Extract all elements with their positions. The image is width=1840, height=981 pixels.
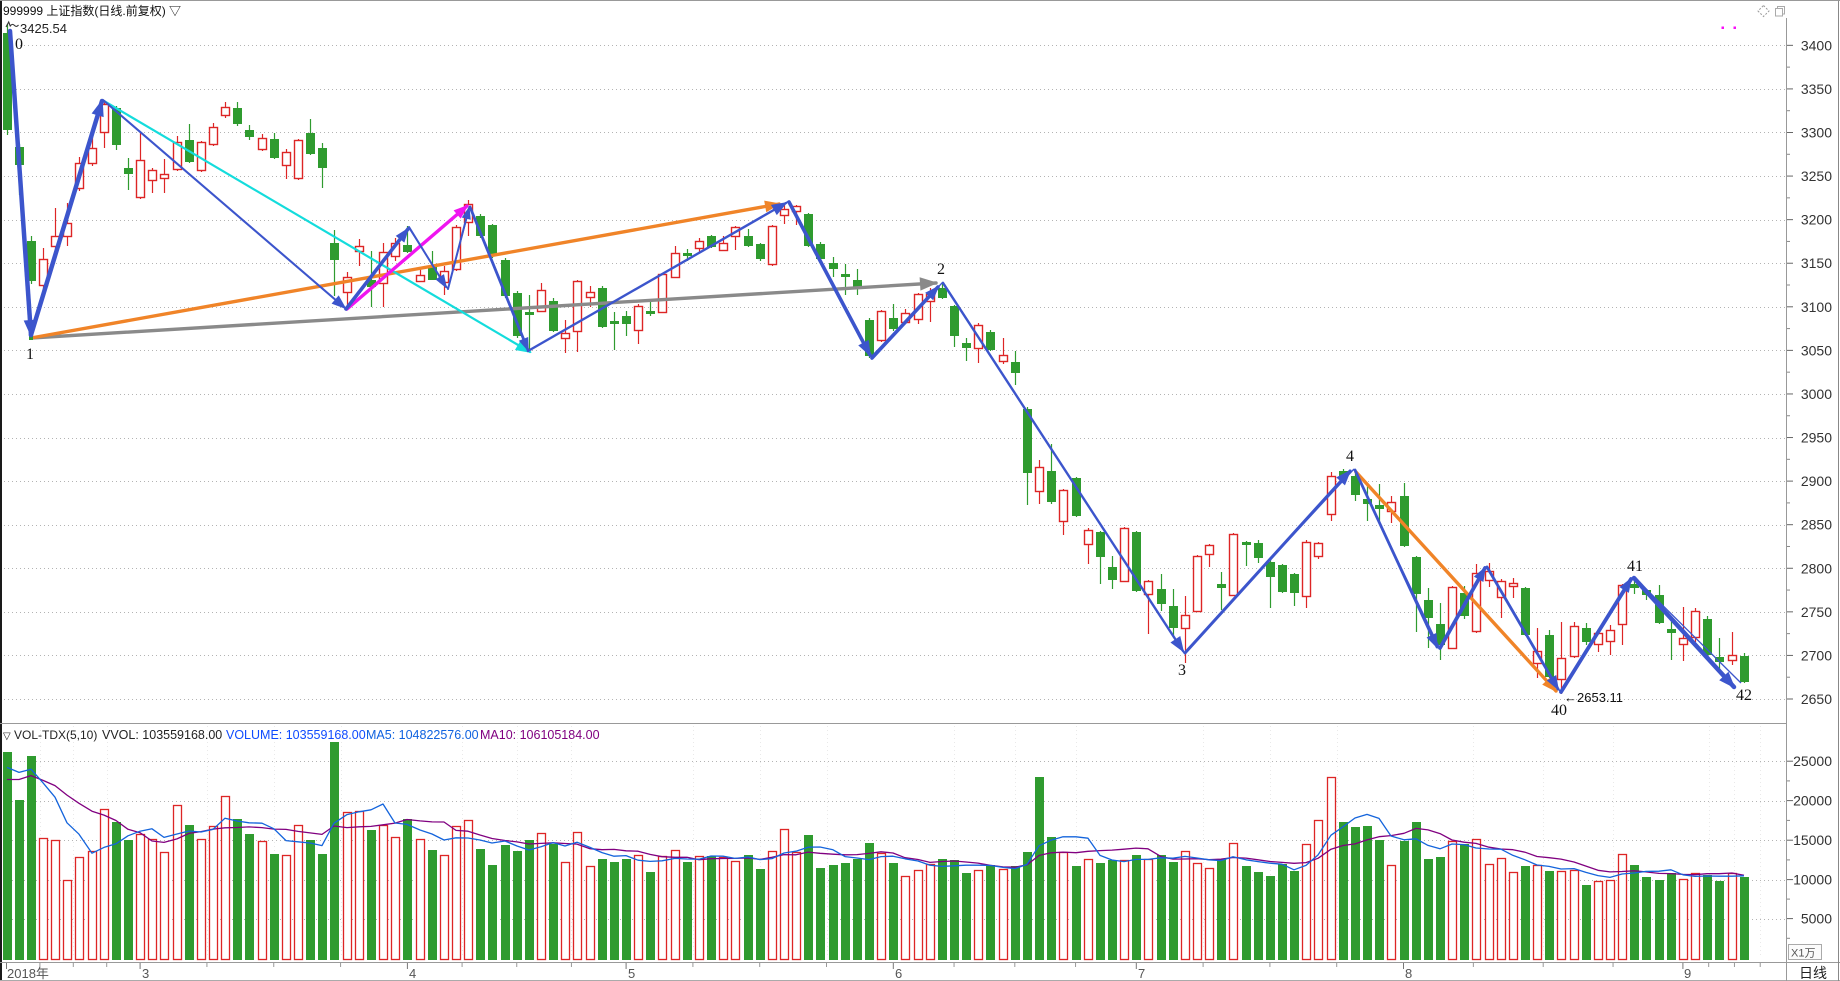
svg-text:2750: 2750	[1801, 604, 1832, 620]
svg-text:41: 41	[1627, 558, 1643, 575]
svg-text:VOLUME: 103559168.00: VOLUME: 103559168.00	[226, 728, 366, 742]
svg-text:3300: 3300	[1801, 124, 1832, 140]
svg-text:2950: 2950	[1801, 430, 1832, 446]
svg-text:3000: 3000	[1801, 386, 1832, 402]
svg-text:日线: 日线	[1799, 965, 1827, 981]
svg-text:0: 0	[15, 36, 23, 53]
svg-text:VVOL: 103559168.00: VVOL: 103559168.00	[102, 728, 222, 742]
svg-text:2650: 2650	[1801, 691, 1832, 707]
svg-text:2018年: 2018年	[7, 966, 49, 981]
svg-text:20000: 20000	[1793, 793, 1832, 809]
svg-text:1: 1	[26, 346, 34, 363]
svg-text:3: 3	[1178, 662, 1186, 679]
svg-text:←2653.11: ←2653.11	[1564, 690, 1623, 705]
svg-text:3150: 3150	[1801, 255, 1832, 271]
svg-text:2850: 2850	[1801, 517, 1832, 533]
svg-text:2700: 2700	[1801, 647, 1832, 663]
svg-text:4: 4	[1346, 448, 1354, 465]
svg-text:3100: 3100	[1801, 299, 1832, 315]
svg-text:▽: ▽	[3, 731, 11, 742]
svg-text:42: 42	[1736, 687, 1752, 704]
svg-text:3: 3	[142, 966, 149, 981]
svg-text:15000: 15000	[1793, 832, 1832, 848]
svg-text:3400: 3400	[1801, 37, 1832, 53]
svg-text:2900: 2900	[1801, 473, 1832, 489]
svg-text:5: 5	[628, 966, 635, 981]
svg-text:6: 6	[895, 966, 902, 981]
svg-text:999999 上证指数(日线.前复权) ▽: 999999 上证指数(日线.前复权) ▽	[3, 3, 181, 18]
svg-text:8: 8	[1405, 966, 1412, 981]
svg-text:3050: 3050	[1801, 342, 1832, 358]
svg-text:MA5: 104822576.00: MA5: 104822576.00	[366, 728, 479, 742]
svg-text:2: 2	[937, 261, 945, 278]
svg-text:25000: 25000	[1793, 753, 1832, 769]
svg-text:5000: 5000	[1801, 911, 1832, 927]
svg-text:40: 40	[1551, 702, 1567, 719]
svg-text:7: 7	[1138, 966, 1145, 981]
svg-text:3425.54: 3425.54	[20, 21, 67, 36]
svg-text:2800: 2800	[1801, 560, 1832, 576]
svg-text:9: 9	[1684, 966, 1691, 981]
svg-text:4: 4	[409, 966, 416, 981]
svg-text:10000: 10000	[1793, 872, 1832, 888]
svg-text:X1万: X1万	[1791, 948, 1815, 960]
svg-text:3200: 3200	[1801, 212, 1832, 228]
svg-text:3250: 3250	[1801, 168, 1832, 184]
svg-text:MA10: 106105184.00: MA10: 106105184.00	[480, 728, 600, 742]
svg-text:3350: 3350	[1801, 81, 1832, 97]
svg-text:VOL-TDX(5,10): VOL-TDX(5,10)	[14, 728, 97, 742]
